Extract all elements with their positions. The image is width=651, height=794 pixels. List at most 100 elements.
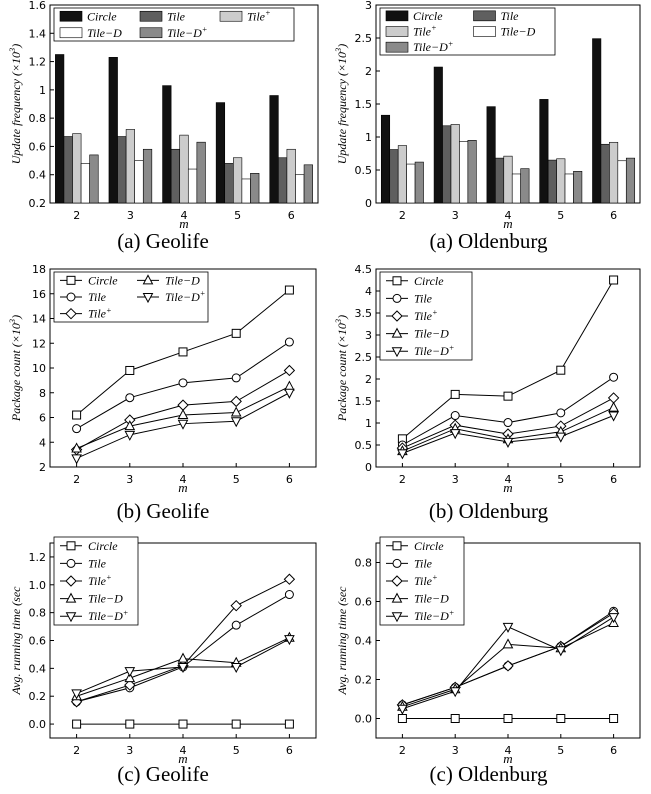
bar bbox=[233, 157, 243, 204]
data-point bbox=[284, 719, 294, 729]
data-point bbox=[71, 454, 82, 465]
data-point bbox=[609, 714, 619, 723]
legend-label: Tile−D+ bbox=[88, 608, 128, 623]
data-point bbox=[608, 613, 619, 624]
legend-label: Tile bbox=[88, 556, 107, 570]
line-chart-package-count-oldenburg: 0 0.5 1 1.5 2 2.5 3 3.5 4 4.5 2 3 4 5 6 m Package count … bbox=[334, 263, 641, 495]
chart-panel-update-frequency-geolife: 0.2 0.4 0.6 0.8 1 1.2 1.4 1.6 2 3 4 5 6 m Update frequ… bbox=[0, 0, 326, 262]
x-tick-label: 4 bbox=[181, 209, 188, 222]
data-point bbox=[555, 646, 567, 657]
data-point bbox=[450, 411, 460, 421]
bar bbox=[450, 124, 460, 204]
y-tick-label: 1.2 bbox=[29, 56, 47, 69]
x-tick-label: 6 bbox=[286, 744, 293, 757]
legend-marker bbox=[65, 592, 77, 603]
data-point bbox=[397, 449, 408, 460]
bar bbox=[55, 54, 65, 204]
figure-caption: (b) Oldenburg bbox=[428, 499, 549, 523]
data-point bbox=[284, 388, 295, 399]
y-tick-label: 2.5 bbox=[355, 32, 373, 45]
bar bbox=[397, 145, 407, 204]
bar bbox=[187, 168, 198, 204]
data-point bbox=[502, 638, 514, 649]
y-tick-label: 0.2 bbox=[29, 690, 47, 703]
data-point bbox=[503, 418, 513, 428]
legend-label: Tile bbox=[414, 556, 433, 570]
bar bbox=[433, 66, 443, 204]
x-axis-label: m bbox=[503, 480, 512, 495]
legend-swatch bbox=[473, 10, 496, 22]
legend-label: Circle bbox=[87, 9, 117, 23]
legend-label: Tile−D+ bbox=[414, 343, 454, 358]
data-point bbox=[607, 392, 620, 404]
data-point bbox=[124, 679, 136, 691]
y-tick-label: 0.4 bbox=[355, 635, 373, 648]
x-tick-label: 4 bbox=[505, 744, 512, 757]
legend-label: Tile+ bbox=[88, 573, 112, 588]
data-point bbox=[231, 719, 241, 729]
bar bbox=[511, 173, 521, 204]
figure-caption: (b) Geolife bbox=[116, 499, 210, 523]
bar bbox=[592, 38, 602, 204]
bar bbox=[80, 163, 90, 204]
bar bbox=[564, 173, 574, 204]
y-tick-label: 0.8 bbox=[29, 112, 47, 125]
data-point bbox=[231, 620, 241, 630]
bar-chart-update-frequency-geolife: 0.2 0.4 0.6 0.8 1 1.2 1.4 1.6 2 3 4 5 6 m Update frequ… bbox=[8, 0, 319, 230]
y-tick-label: 0.0 bbox=[29, 718, 47, 731]
y-tick-label: 2.5 bbox=[355, 351, 373, 364]
legend-swatch bbox=[473, 26, 496, 37]
bar bbox=[389, 149, 399, 204]
data-point bbox=[125, 393, 135, 403]
y-tick-label: 0.6 bbox=[355, 596, 373, 609]
data-point bbox=[230, 395, 242, 408]
legend-marker bbox=[392, 541, 402, 551]
x-axis-label: m bbox=[503, 751, 512, 764]
legend-marker bbox=[66, 558, 76, 568]
y-tick-label: 4 bbox=[39, 436, 46, 449]
legend-label: Tile−D bbox=[87, 26, 122, 40]
data-point bbox=[502, 660, 514, 672]
bar bbox=[295, 174, 305, 204]
x-tick-label: 4 bbox=[180, 473, 187, 486]
y-tick-label: 0 bbox=[365, 197, 372, 210]
legend-label: Tile−D+ bbox=[413, 39, 453, 54]
data-point bbox=[124, 420, 136, 431]
y-axis-label: Avg. running time (sec bbox=[335, 586, 349, 696]
x-tick-label: 6 bbox=[286, 473, 293, 486]
data-point bbox=[503, 714, 513, 723]
bar bbox=[179, 134, 189, 204]
data-point bbox=[608, 411, 619, 422]
y-axis-label: Package count (×103) bbox=[334, 315, 349, 422]
legend-swatch bbox=[219, 10, 243, 22]
y-tick-label: 3 bbox=[365, 0, 372, 12]
chart-panel-update-frequency-oldenburg: 0 0.5 1 1.5 2 2.5 3 2 3 4 5 6 m Update frequency (×10… bbox=[326, 0, 651, 262]
y-tick-label: 0.0 bbox=[355, 713, 373, 726]
y-axis-label: Avg. running time (sec bbox=[9, 586, 23, 696]
data-point bbox=[284, 337, 294, 347]
y-tick-label: 1.6 bbox=[29, 0, 47, 12]
x-tick-label: 5 bbox=[233, 744, 240, 757]
x-tick-label: 2 bbox=[73, 209, 80, 222]
legend-marker bbox=[391, 592, 403, 603]
x-tick-label: 6 bbox=[610, 744, 617, 757]
legend-marker bbox=[66, 541, 76, 551]
x-axis-label: m bbox=[178, 751, 187, 764]
y-tick-label: 0.5 bbox=[355, 164, 373, 177]
y-tick-label: 1 bbox=[39, 84, 46, 97]
data-point bbox=[284, 285, 294, 295]
data-point bbox=[178, 378, 188, 388]
x-tick-label: 5 bbox=[557, 209, 564, 222]
x-tick-label: 3 bbox=[452, 744, 459, 757]
legend-marker bbox=[391, 575, 403, 587]
y-tick-label: 0.4 bbox=[29, 169, 47, 182]
bar bbox=[495, 157, 505, 204]
bar bbox=[600, 143, 610, 204]
y-tick-label: 0.2 bbox=[355, 674, 373, 687]
y-tick-label: 1 bbox=[365, 417, 372, 430]
bar bbox=[609, 141, 619, 204]
bar bbox=[224, 163, 234, 204]
legend-label: Tile+ bbox=[414, 573, 438, 588]
chart-panel-package-count-geolife: 2 4 6 8 10 12 14 16 18 2 3 4 5 6 m Package count (×103)… bbox=[0, 262, 326, 532]
legend-label: Tile−D bbox=[501, 25, 536, 39]
